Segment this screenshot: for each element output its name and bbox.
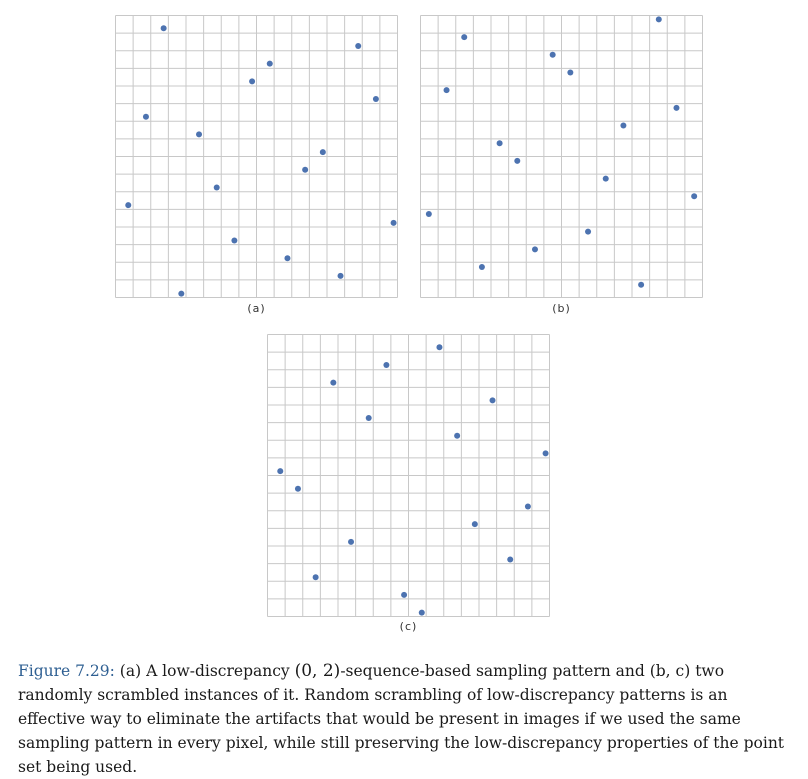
scatter-point	[178, 290, 185, 297]
caption-math: (0, 2)	[294, 661, 341, 681]
scatter-point	[348, 538, 355, 545]
scatter-point	[620, 122, 627, 129]
plot-c-label: (c)	[399, 620, 418, 633]
plot-c-canvas	[267, 334, 550, 617]
scatter-point	[514, 157, 521, 164]
scatter-point	[355, 42, 362, 49]
scatter-point	[549, 51, 556, 58]
scatter-point	[249, 78, 256, 85]
scatter-point	[542, 450, 549, 457]
scatter-point	[496, 140, 503, 147]
caption-text-before: (a) A low-discrepancy	[114, 662, 295, 680]
scatter-point	[160, 25, 167, 32]
scatter-point	[284, 255, 291, 262]
plot-b-label: (b)	[552, 302, 571, 315]
scatter-point	[390, 219, 397, 226]
scatter-point	[294, 485, 301, 492]
scatter-plot-c: (c)	[267, 334, 550, 633]
scatter-point	[471, 521, 478, 528]
scatter-point	[142, 113, 149, 120]
scatter-point	[125, 202, 132, 209]
scatter-point	[213, 184, 220, 191]
plot-a-label: (a)	[247, 302, 266, 315]
scatter-point	[507, 556, 514, 563]
figure-label: Figure 7.29:	[18, 662, 115, 680]
scatter-point	[638, 281, 645, 288]
scatter-point	[524, 503, 531, 510]
scatter-point	[383, 361, 390, 368]
figure-caption: Figure 7.29: (a) A low-discrepancy (0, 2…	[18, 659, 798, 779]
scatter-point	[302, 166, 309, 173]
scatter-plot-a: (a)	[115, 15, 398, 315]
plot-a-canvas	[115, 15, 398, 298]
scatter-point	[231, 237, 238, 244]
scatter-point	[436, 344, 443, 351]
scatter-point	[365, 415, 372, 422]
scatter-point	[602, 175, 609, 182]
scatter-point	[567, 69, 574, 76]
scatter-point	[585, 228, 592, 235]
scatter-point	[266, 60, 273, 67]
scatter-point	[655, 16, 662, 23]
scatter-point	[418, 609, 425, 616]
scatter-point	[277, 468, 284, 475]
plot-b-canvas	[420, 15, 703, 298]
scatter-point	[372, 96, 379, 103]
scatter-point	[196, 131, 203, 138]
scatter-point	[443, 87, 450, 94]
scatter-point	[461, 34, 468, 41]
scatter-point	[330, 379, 337, 386]
scatter-point	[478, 264, 485, 271]
scatter-point	[401, 591, 408, 598]
scatter-point	[312, 574, 319, 581]
scatter-point	[425, 210, 432, 217]
scatter-point	[319, 149, 326, 156]
scatter-point	[454, 432, 461, 439]
caption-text-after: -sequence-based sampling pattern and (b,…	[18, 662, 785, 776]
scatter-point	[489, 397, 496, 404]
scatter-point	[691, 193, 698, 200]
scatter-point	[673, 104, 680, 111]
scatter-plot-b: (b)	[420, 15, 703, 315]
scatter-point	[337, 272, 344, 279]
scatter-point	[531, 246, 538, 253]
